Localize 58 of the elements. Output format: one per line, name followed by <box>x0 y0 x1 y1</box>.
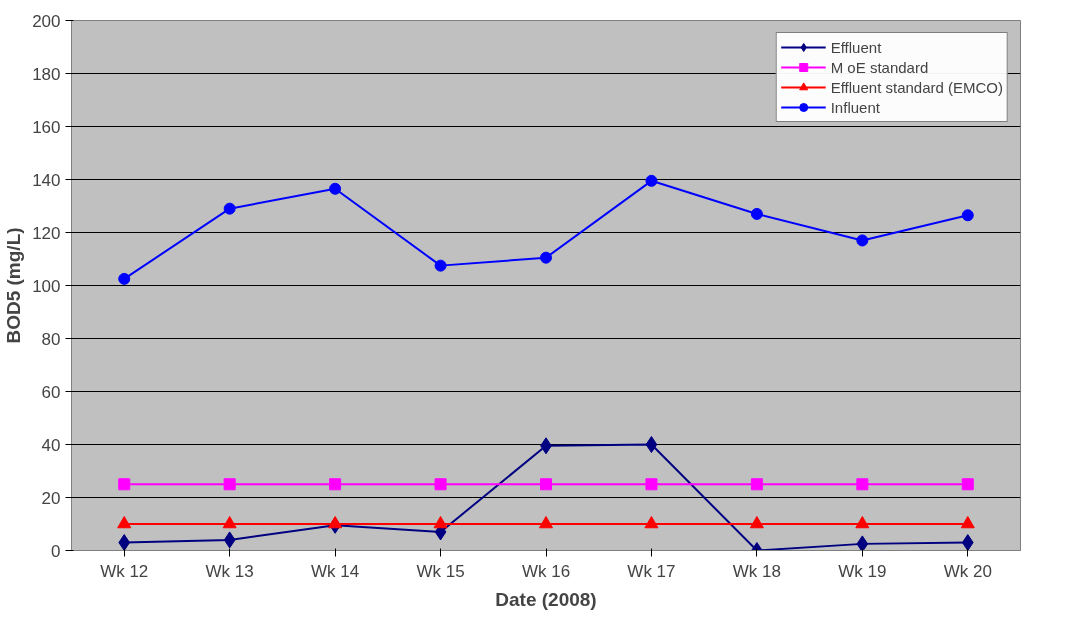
x-tick-label: Wk 19 <box>838 561 887 581</box>
x-tick-label: Wk 20 <box>943 561 992 581</box>
point <box>960 515 975 529</box>
point <box>540 251 552 264</box>
point <box>434 259 447 272</box>
point <box>961 478 974 491</box>
point <box>118 478 131 491</box>
point <box>539 515 553 529</box>
legend-label: Effluent standard (EMCO) <box>830 77 1003 97</box>
x-tick-label: Wk 17 <box>627 561 676 581</box>
x-tick-label: Wk 13 <box>205 561 254 581</box>
point <box>222 515 237 529</box>
point <box>223 202 236 215</box>
point <box>856 535 869 551</box>
y-tick-label: 0 <box>51 541 61 561</box>
point <box>645 436 658 453</box>
x-tick-label: Wk 18 <box>732 561 781 581</box>
point <box>750 478 763 491</box>
y-tick-label: 20 <box>41 488 61 508</box>
point <box>223 478 236 491</box>
point <box>118 534 131 551</box>
point <box>961 209 974 222</box>
y-tick-label: 120 <box>32 223 61 243</box>
point <box>749 515 764 529</box>
point <box>434 478 447 491</box>
point <box>856 234 869 247</box>
y-tick-label: 160 <box>32 117 61 137</box>
x-tick-label: Wk 15 <box>416 561 465 581</box>
legend-label: Effluent <box>830 37 882 57</box>
legend-label: Influent <box>830 97 880 117</box>
y-tick-label: 40 <box>41 435 61 455</box>
point <box>645 174 658 187</box>
legend-label: M oE standard <box>830 57 929 77</box>
point <box>961 534 974 551</box>
point <box>223 531 236 549</box>
y-tick-label: 80 <box>41 329 61 349</box>
point <box>856 478 869 491</box>
y-tick-label: 200 <box>32 11 61 31</box>
y-axis-title: BOD5 (mg/L) <box>3 227 25 344</box>
x-tick-label: Wk 12 <box>100 561 149 581</box>
y-tick-label: 180 <box>32 64 61 84</box>
point <box>644 515 659 529</box>
point <box>433 515 448 529</box>
y-tick-label: 100 <box>32 276 61 296</box>
point <box>645 478 658 491</box>
point <box>118 272 131 285</box>
y-tick-label: 140 <box>32 170 61 190</box>
point <box>750 207 763 220</box>
x-axis-title: Date (2008) <box>495 588 597 610</box>
point <box>540 478 552 491</box>
point <box>117 515 132 529</box>
x-tick-label: Wk 16 <box>521 561 571 581</box>
point <box>329 182 342 195</box>
point <box>855 515 870 529</box>
point <box>329 478 342 491</box>
y-tick-label: 60 <box>41 382 61 402</box>
point <box>328 515 343 529</box>
x-tick-label: Wk 14 <box>311 561 360 581</box>
